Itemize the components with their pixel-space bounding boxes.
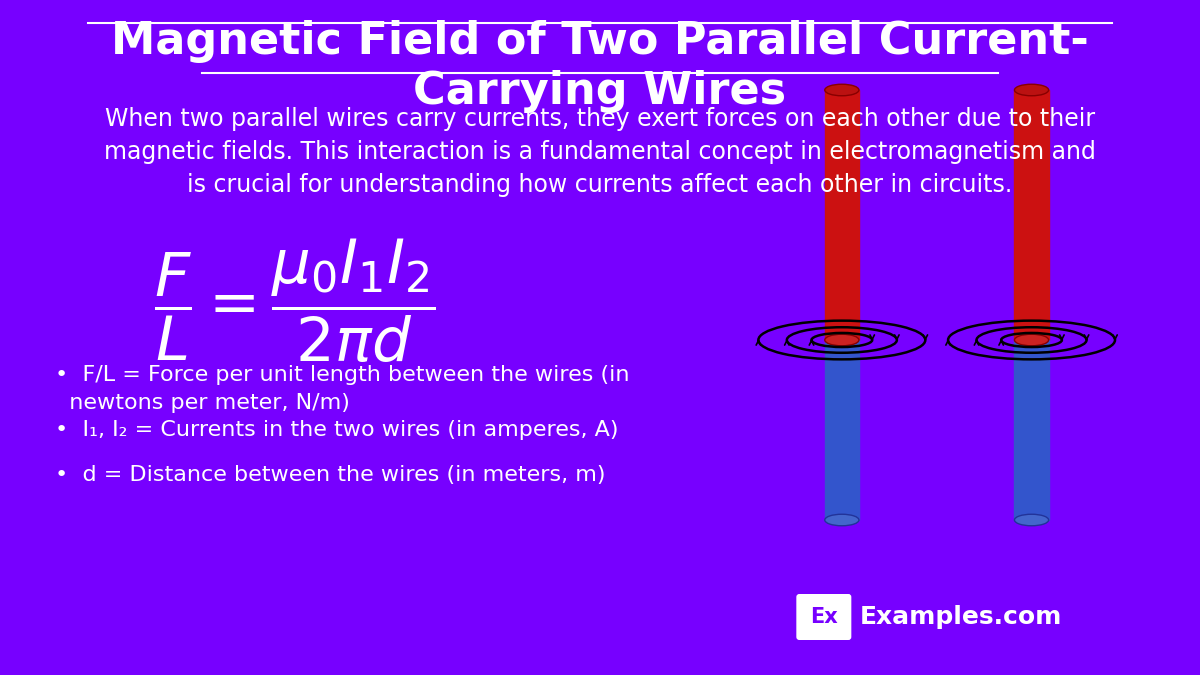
Text: Ex: Ex xyxy=(810,607,838,627)
Ellipse shape xyxy=(824,334,859,346)
Text: •  d = Distance between the wires (in meters, m): • d = Distance between the wires (in met… xyxy=(55,465,605,485)
Text: •  I₁, I₂ = Currents in the two wires (in amperes, A): • I₁, I₂ = Currents in the two wires (in… xyxy=(55,420,618,440)
Ellipse shape xyxy=(824,84,859,96)
Bar xyxy=(1014,90,1049,340)
Text: When two parallel wires carry currents, they exert forces on each other due to t: When two parallel wires carry currents, … xyxy=(104,107,1096,131)
Text: •  F/L = Force per unit length between the wires (in
  newtons per meter, N/m): • F/L = Force per unit length between th… xyxy=(55,365,629,413)
Text: is crucial for understanding how currents affect each other in circuits.: is crucial for understanding how current… xyxy=(187,173,1013,197)
Bar xyxy=(824,90,859,340)
Ellipse shape xyxy=(1014,514,1049,526)
Text: $\dfrac{F}{L} = \dfrac{\mu_0 I_1 I_2}{2\pi d}$: $\dfrac{F}{L} = \dfrac{\mu_0 I_1 I_2}{2\… xyxy=(155,237,436,365)
Text: magnetic fields. This interaction is a fundamental concept in electromagnetism a: magnetic fields. This interaction is a f… xyxy=(104,140,1096,164)
FancyBboxPatch shape xyxy=(797,594,851,640)
Ellipse shape xyxy=(1014,84,1049,96)
Text: Examples.com: Examples.com xyxy=(860,605,1062,629)
Bar xyxy=(1014,340,1049,520)
Ellipse shape xyxy=(824,514,859,526)
Bar xyxy=(824,340,859,520)
Ellipse shape xyxy=(1014,334,1049,346)
Text: Magnetic Field of Two Parallel Current-: Magnetic Field of Two Parallel Current- xyxy=(112,20,1088,63)
Text: Carrying Wires: Carrying Wires xyxy=(414,70,786,113)
